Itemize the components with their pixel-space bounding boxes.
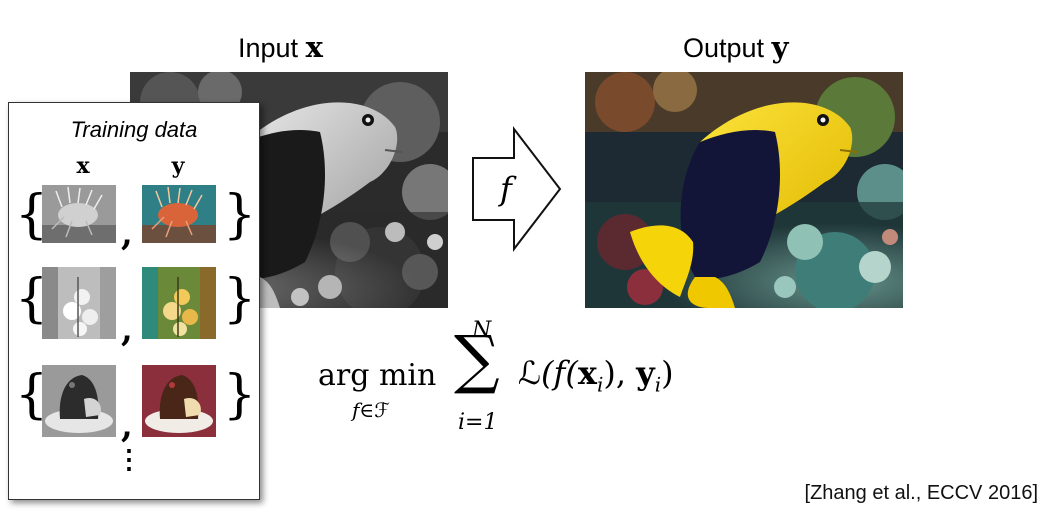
input-label: Input x [238,30,323,64]
mapping-arrow: f [470,126,566,252]
training-data-title: Training data [70,117,198,142]
thumb-y-flowers [142,267,216,339]
column-header-x: x [76,153,90,179]
output-label-text: Output [683,33,772,63]
close-brace: } [223,365,257,425]
argmin-subscript-var: f∈ [352,398,375,422]
close-brace: } [223,185,257,245]
loss-mid: ), [603,354,637,392]
thumb-y-cake [142,365,216,437]
thumb-x-cake [42,365,116,437]
training-data-panel: Training data x y { , } { [8,102,260,500]
function-f-label: f [500,170,512,208]
thumb-y-lionfish [142,185,216,243]
loss-y-index: i [654,372,662,397]
loss-x-index: i [596,372,604,397]
thumb-x-lionfish [42,185,116,243]
column-header-y: y [171,153,185,179]
pair-comma: , [121,214,133,254]
input-grayscale-photo [130,72,448,308]
output-label-variable: y [771,30,789,64]
loss-symbol: ℒ [518,354,542,392]
more-examples-ellipsis: ⋮ [116,445,142,475]
loss-close: ) [661,354,674,392]
citation: [Zhang et al., ECCV 2016] [804,482,1038,504]
loss-x: x [577,354,597,392]
thumb-x-flowers [42,267,116,339]
sum-lower-limit: i=1 [458,410,498,435]
close-brace: } [223,269,257,329]
output-color-photo [585,72,903,308]
loss-expression: ℒ(f(xi), yi) [518,354,674,396]
pair-comma: , [121,406,133,446]
pair-comma: , [121,310,133,350]
input-label-variable: x [305,30,323,64]
objective-formula: arg min f∈ℱ N ∑ i=1 ℒ(f(xi), yi) [318,318,718,438]
loss-y: y [636,354,655,392]
argmin-subscript: f∈ℱ [352,398,390,422]
function-class: ℱ [374,398,390,422]
input-label-text: Input [238,33,306,63]
argmin-operator: arg min [318,358,437,393]
loss-open: (f( [541,354,578,392]
sum-upper-limit: N [472,318,492,343]
output-label: Output y [683,30,788,64]
sum-symbol: ∑ [454,323,500,397]
